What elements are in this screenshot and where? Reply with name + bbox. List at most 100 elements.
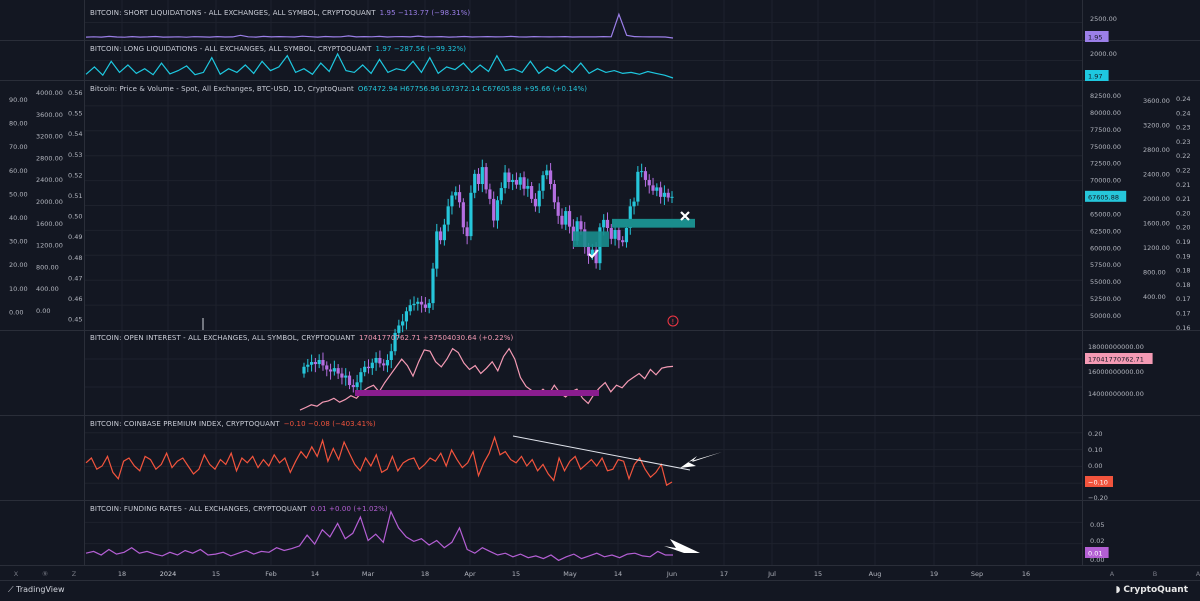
candle-body <box>374 357 378 363</box>
premium-y-tick: −0.20 <box>1088 494 1108 502</box>
candle-body <box>476 173 481 184</box>
footer-right-button: A <box>1110 570 1115 578</box>
price-left-axis-b: 4000.00 <box>36 89 63 97</box>
price-right-axis-a: 2800.00 <box>1143 146 1170 154</box>
short-liq-value-tag: 1.95 <box>1088 34 1102 42</box>
series-line-short-liq <box>85 12 674 39</box>
funding-value-tag-bg <box>1085 547 1109 558</box>
candle-body <box>488 189 492 199</box>
candle-body <box>465 227 469 237</box>
candle-body <box>389 351 393 360</box>
candle-body <box>454 192 458 196</box>
short-liq-label: BITCOIN: SHORT LIQUIDATIONS - ALL EXCHAN… <box>90 9 376 17</box>
candle-body <box>624 228 629 243</box>
footer-right-button: A <box>1196 570 1200 578</box>
x-tick-label: Feb <box>265 570 277 578</box>
candle-body <box>450 195 454 207</box>
candle-body <box>590 249 594 256</box>
cryptoquant-logo: ◗ CryptoQuant <box>1115 585 1188 595</box>
premium-value-tag: −0.10 <box>1088 479 1108 487</box>
candle-body <box>404 311 409 322</box>
price-y-tick: 77500.00 <box>1090 126 1121 134</box>
price-right-axis-b: 0.21 <box>1176 195 1190 203</box>
premium-label: BITCOIN: COINBASE PREMIUM INDEX, CRYPTOQ… <box>90 420 280 428</box>
candle-body <box>370 362 374 369</box>
annotations: ! <box>355 211 722 553</box>
candle-body <box>537 190 541 207</box>
candle-body <box>647 179 651 186</box>
oi-title: BITCOIN: OPEN INTEREST - ALL EXCHANGES, … <box>90 334 513 342</box>
candle-body <box>567 211 572 227</box>
oi-values: 17041770762.71 +37504030.64 (+0.22%) <box>358 334 514 342</box>
funding-y-tick: 0.05 <box>1090 521 1104 529</box>
support-zone <box>612 218 695 228</box>
candle-body <box>359 372 363 383</box>
candle-body <box>363 366 367 373</box>
price-left-axis-a: 10.00 <box>9 285 28 293</box>
premium-value-tag-bg <box>1085 476 1113 487</box>
price-y-tick: 55000.00 <box>1090 278 1121 286</box>
candle-body <box>628 206 632 228</box>
candle-body <box>579 221 583 230</box>
x-tick-label: 14 <box>614 570 622 578</box>
price-left-axis-c: 0.46 <box>68 295 82 303</box>
candle-body <box>545 170 549 176</box>
trendline <box>512 435 691 471</box>
price-right-axis-b: 0.21 <box>1176 181 1190 189</box>
price-right-axis-b: 0.20 <box>1176 209 1190 217</box>
price-left-axis-b: 1200.00 <box>36 242 63 250</box>
arrow-icon <box>680 452 722 468</box>
candle-body <box>416 301 420 304</box>
price-left-axis-a: 90.00 <box>9 96 28 104</box>
demand-zone <box>573 231 609 247</box>
price-left-axis-a: 40.00 <box>9 214 28 222</box>
price-y-tick: 70000.00 <box>1090 177 1121 185</box>
long-liq-values: 1.97 −287.56 (−99.32%) <box>375 45 467 53</box>
oi-zone <box>355 390 599 396</box>
footer-left-button: ⑨ <box>42 570 48 578</box>
long-liq-value-tag: 1.97 <box>1088 73 1102 81</box>
candle-body <box>469 192 473 237</box>
price-left-axis-c: 0.49 <box>68 233 82 241</box>
oi-y-tick: 16000000000.00 <box>1088 368 1144 376</box>
x-tick-label: Jun <box>666 570 677 578</box>
x-tick-label: 2024 <box>160 570 177 578</box>
candle-body <box>643 171 648 180</box>
candle-body <box>662 192 667 197</box>
x-tick-label: 15 <box>512 570 520 578</box>
series-line-long-liq <box>85 52 674 79</box>
price-left-axis-c: 0.45 <box>68 316 82 324</box>
price-left-axis-c: 0.51 <box>68 192 82 200</box>
candle-body <box>442 224 446 241</box>
candle-body <box>347 375 352 386</box>
candle-body <box>670 196 674 198</box>
funding-y-tick: 0.02 <box>1090 537 1104 545</box>
price-right-axis-b: 0.17 <box>1176 310 1190 318</box>
footer-left-button: Z <box>72 570 77 578</box>
price-left-axis-c: 0.48 <box>68 254 82 262</box>
candle-body <box>393 332 397 352</box>
price-right-axis-b: 0.20 <box>1176 224 1190 232</box>
price-values: O67472.94 H67756.96 L67372.14 C67605.88 … <box>357 85 588 93</box>
candle-body <box>313 362 317 365</box>
candle-body <box>621 240 625 243</box>
candle-body <box>427 303 431 308</box>
price-left-axis-a: 50.00 <box>9 190 28 198</box>
price-right-axis-b: 0.16 <box>1176 324 1190 332</box>
price-y-tick: 57500.00 <box>1090 261 1121 269</box>
price-left-axis-a: 0.00 <box>9 308 23 316</box>
candle-body <box>666 192 670 198</box>
price-right-axis-b: 0.19 <box>1176 252 1190 260</box>
arrow-down-icon <box>664 539 700 553</box>
candle-body <box>412 303 416 306</box>
x-tick-label: Jul <box>767 570 776 578</box>
candle-body <box>605 219 610 228</box>
price-right-axis-b: 0.19 <box>1176 238 1190 246</box>
candle-body <box>317 360 321 365</box>
price-left-axis-b: 400.00 <box>36 285 59 293</box>
candle-body <box>659 187 663 197</box>
price-left-axis-b: 800.00 <box>36 263 59 271</box>
price-left-axis-a: 30.00 <box>9 238 28 246</box>
candle-body <box>530 186 534 199</box>
